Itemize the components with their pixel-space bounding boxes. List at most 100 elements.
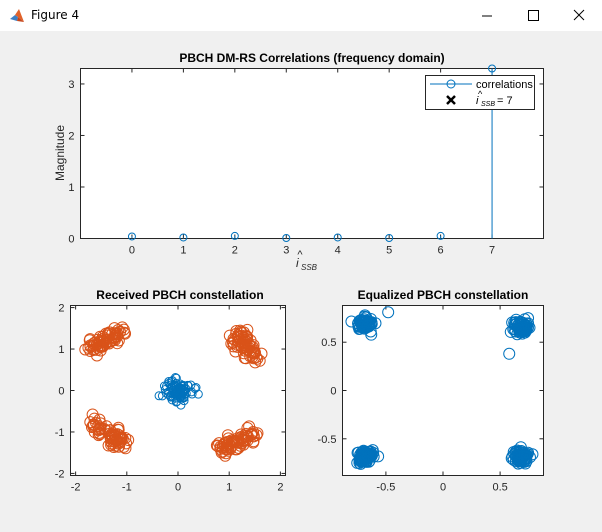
scatter-point: [100, 420, 113, 433]
close-icon[interactable]: [556, 0, 602, 31]
scatter-point: [176, 394, 186, 404]
scatter-point: [361, 448, 374, 461]
scatter-point: [361, 319, 374, 332]
scatter-point: [253, 354, 266, 367]
scatter-point: [191, 383, 201, 393]
scatter-point: [520, 451, 533, 464]
scatter-point: [119, 327, 132, 340]
legend-label-correlations: correlations: [476, 79, 533, 91]
scatter-point: [360, 455, 373, 468]
scatter-point: [232, 335, 245, 348]
x-axis-label-main: i: [296, 256, 299, 270]
x-tick-label: 0: [129, 245, 135, 257]
x-tick-label: 6: [438, 245, 444, 257]
scatter-point: [177, 389, 187, 399]
y-tick-label: -2: [55, 468, 65, 480]
stem-marker: [282, 233, 291, 242]
x-tick-label: 5: [386, 245, 392, 257]
title-bar[interactable]: Figure 4: [0, 0, 602, 31]
y-tick-label: 3: [68, 79, 74, 91]
scatter-point: [241, 421, 254, 434]
scatter-point: [223, 329, 236, 342]
scatter-point: [503, 347, 516, 360]
x-tick-label: 0: [175, 482, 181, 494]
x-tick-label: 1: [226, 482, 232, 494]
scatter-point: [179, 396, 189, 406]
scatter-point: [186, 380, 196, 390]
matlab-icon: [10, 9, 24, 22]
stem-marker: [385, 233, 394, 242]
scatter-point: [226, 435, 239, 448]
scatter-point: [110, 434, 123, 447]
x-tick-label: 0.5: [492, 482, 507, 494]
scatter-point: [353, 323, 366, 336]
received-constellation-chart: Received PBCH constellation -2 -1 0 1 2 -2 -1 0…: [55, 288, 286, 494]
scatter-point: [360, 452, 373, 465]
window-title: Figure 4: [31, 8, 80, 22]
scatter-point: [214, 440, 227, 453]
scatter-point: [365, 316, 378, 329]
x-axis-label: ^ i SSB: [296, 249, 318, 272]
scatter-point: [118, 326, 131, 339]
y-tick-label: 2: [58, 303, 64, 315]
x-tick-label: 1: [180, 245, 186, 257]
scatter-point: [164, 378, 174, 388]
y-tick-label: 1: [68, 182, 74, 194]
scatter-point: [82, 341, 95, 354]
minimize-icon[interactable]: [464, 0, 510, 31]
x-axis-label-sub: SSB: [301, 263, 318, 272]
scatter-point: [168, 392, 178, 402]
legend[interactable]: correlations ^ i SSB = 7: [425, 75, 535, 110]
scatter-point: [243, 420, 256, 433]
scatter-point: [241, 333, 254, 346]
legend-circle-icon: [446, 79, 456, 89]
x-tick-label: 7: [489, 245, 495, 257]
x-tick-label: 2: [232, 245, 238, 257]
y-tick-label: 0: [330, 386, 336, 398]
x-tick-label: 4: [335, 245, 341, 257]
x-tick-label: 2: [277, 482, 283, 494]
y-tick-label: 2: [68, 130, 74, 142]
x-tick-label: -1: [122, 482, 132, 494]
stem-marker: [127, 232, 136, 241]
legend-hat: ^: [478, 89, 483, 99]
chart-title: Received PBCH constellation: [96, 288, 263, 302]
scatter-point: [93, 413, 106, 426]
y-axis-label: Magnitude: [53, 125, 67, 181]
scatter-point: [241, 323, 254, 336]
scatter-point: [247, 430, 260, 443]
correlation-stem-chart: PBCH DM-RS Correlations (frequency domai…: [53, 51, 544, 272]
y-tick-label: 1: [58, 344, 64, 356]
scatter-point: [369, 317, 382, 330]
y-tick-label: -0.5: [318, 434, 337, 446]
scatter-point: [520, 455, 533, 468]
scatter-point: [96, 330, 109, 343]
scatter-point: [108, 428, 121, 441]
scatter-point: [382, 306, 395, 319]
scatter-point: [166, 380, 176, 390]
scatter-points: [79, 321, 268, 462]
scatter-point: [98, 422, 111, 435]
scatter-point: [512, 449, 525, 462]
scatter-point: [517, 319, 530, 332]
y-tick-label: 0.5: [321, 337, 336, 349]
scatter-point: [250, 351, 263, 364]
figure-canvas: PBCH DM-RS Correlations (frequency domai…: [53, 51, 544, 494]
scatter-point: [111, 328, 124, 341]
stem-marker: [333, 233, 342, 242]
scatter-point: [119, 442, 132, 455]
scatter-point: [248, 344, 261, 357]
legend-label-sub: SSB: [481, 101, 495, 108]
scatter-point: [357, 322, 370, 335]
scatter-point: [238, 336, 251, 349]
x-axis-label-hat: ^: [297, 249, 303, 261]
scatter-point: [91, 341, 104, 354]
scatter-point: [119, 432, 132, 445]
scatter-point: [84, 345, 97, 358]
maximize-icon[interactable]: [510, 0, 556, 31]
scatter-point: [245, 428, 258, 441]
stem-marker: [488, 64, 497, 73]
scatter-point: [100, 424, 113, 437]
scatter-point: [187, 389, 197, 399]
stem-marker: [179, 233, 188, 242]
